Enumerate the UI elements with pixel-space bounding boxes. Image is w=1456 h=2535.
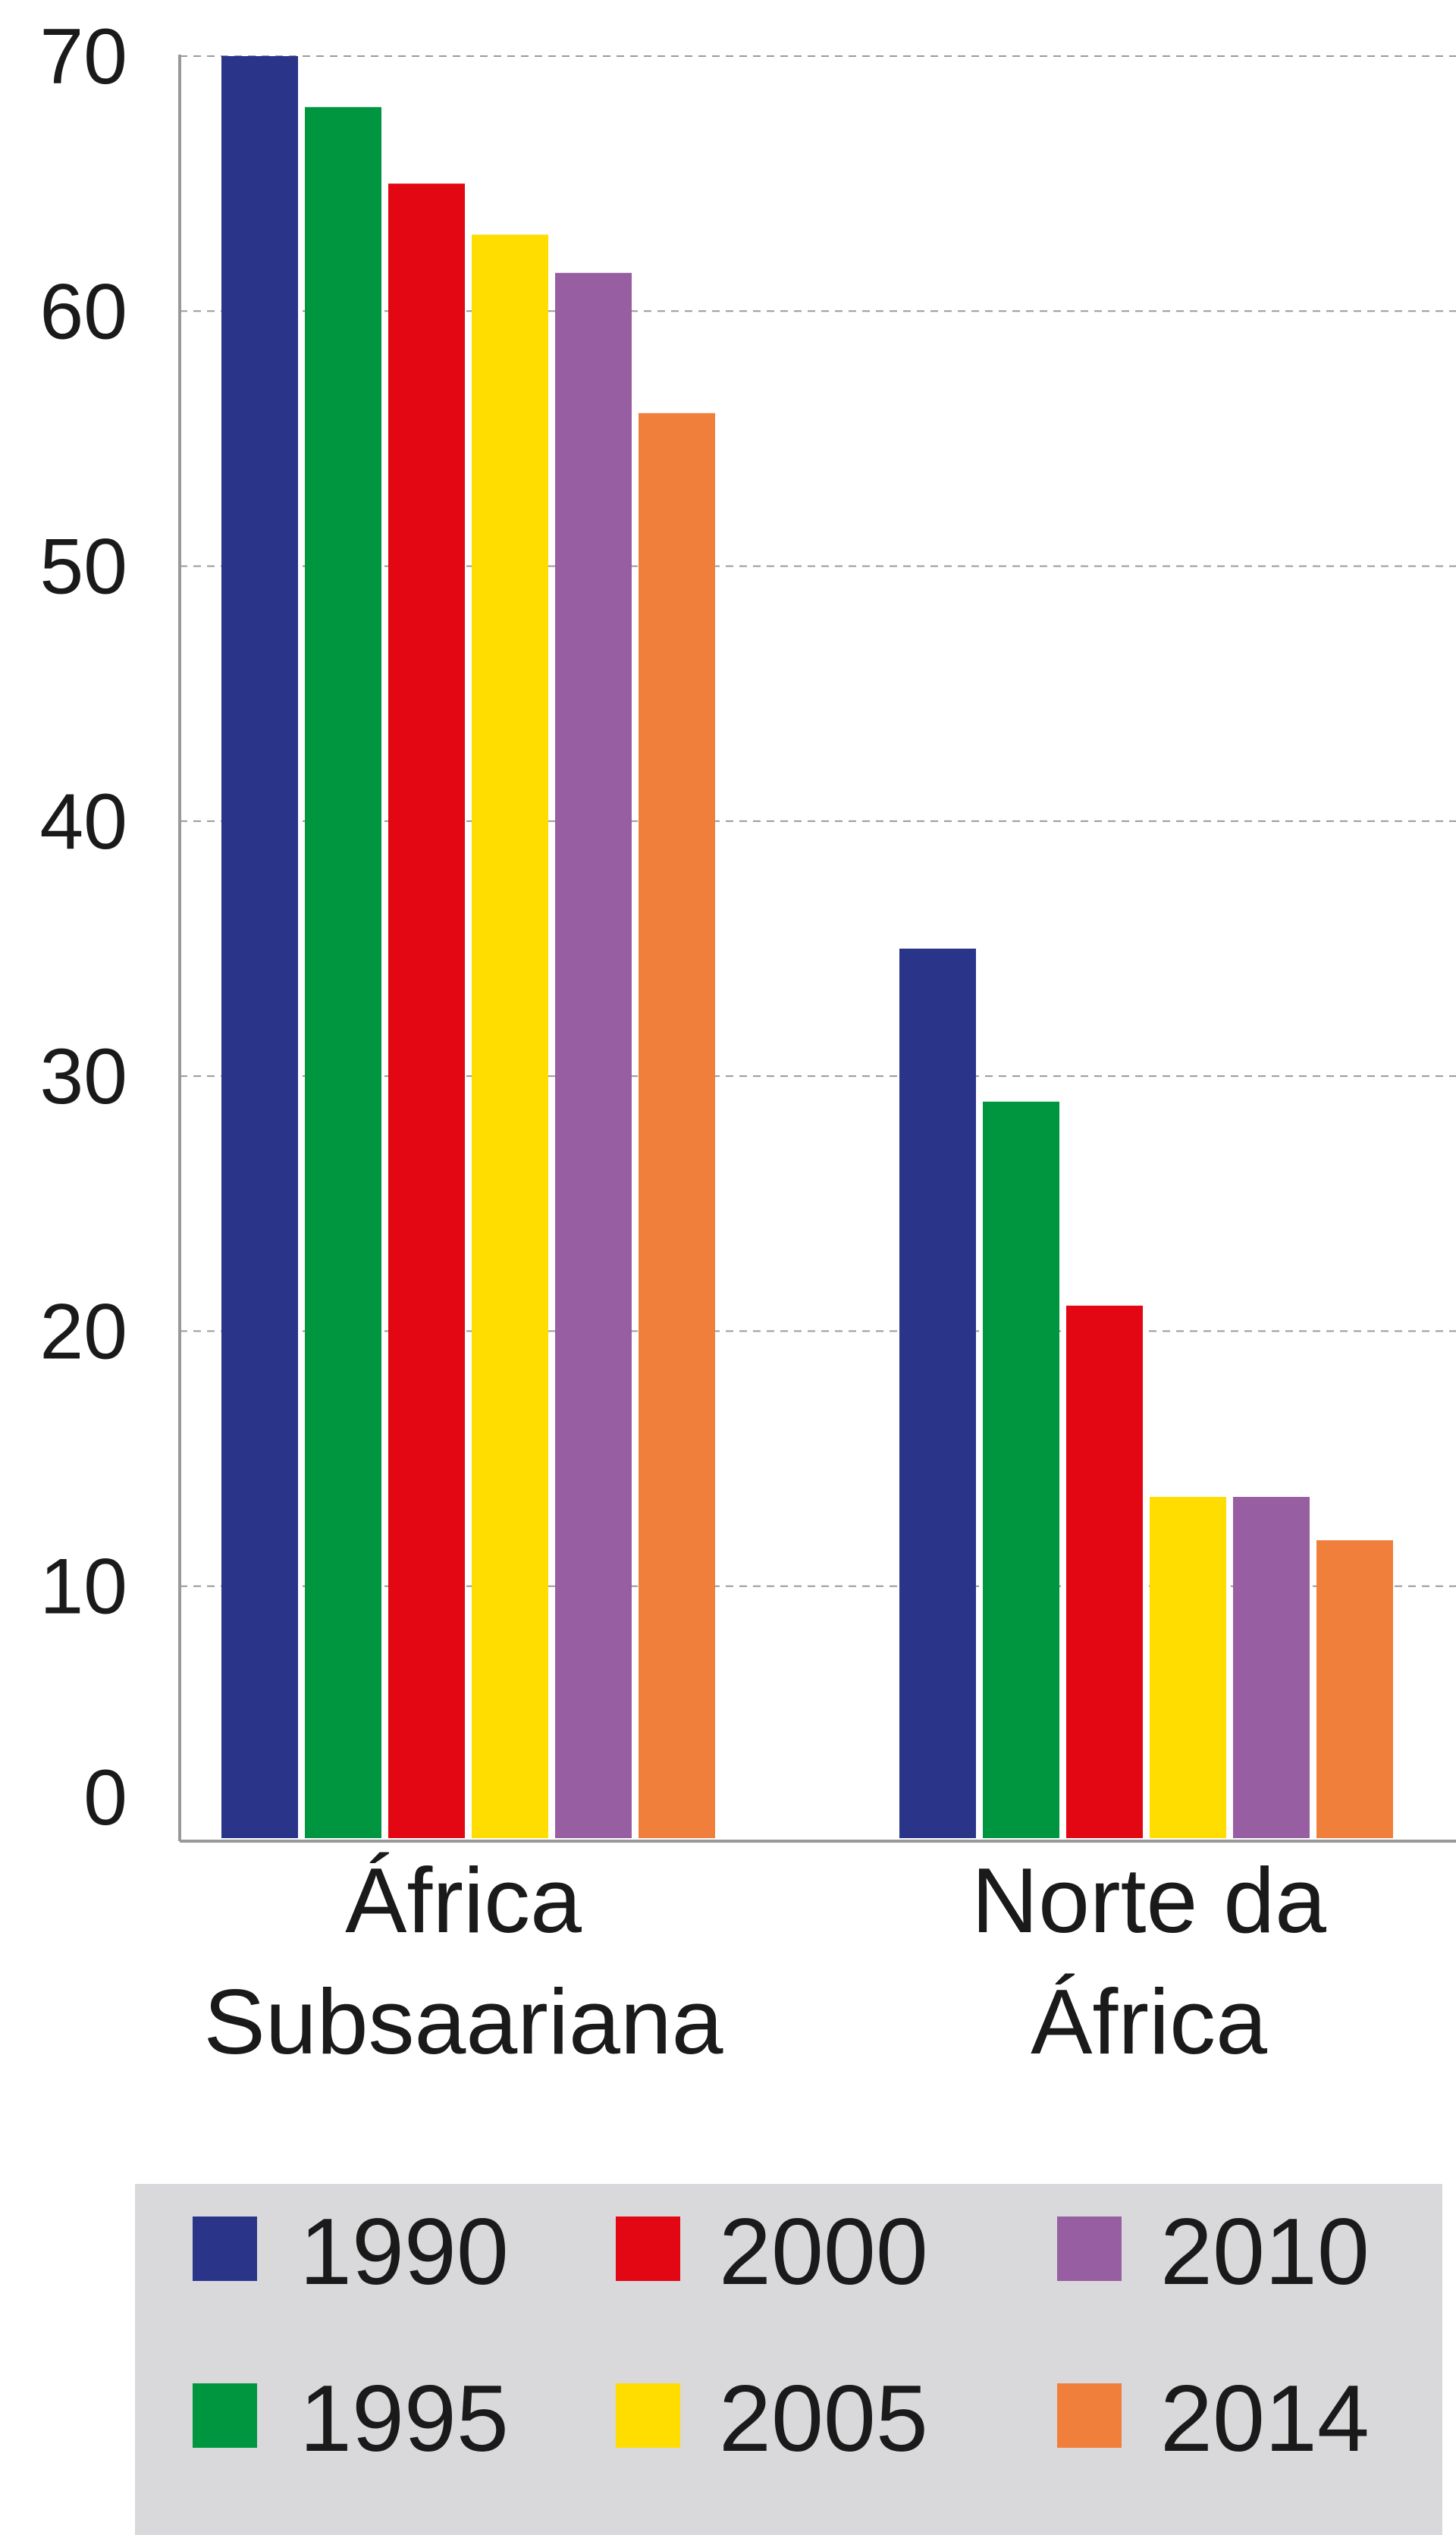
y-tick-label: 50 bbox=[39, 523, 127, 611]
bar-1990-cat0 bbox=[221, 56, 298, 1838]
category-label: África bbox=[1031, 1970, 1267, 2073]
y-axis-ticks: 0 10 20 30 40 50 60 70 bbox=[39, 13, 127, 1842]
legend-swatch-2014 bbox=[1057, 2383, 1122, 2448]
bar-2014-cat1 bbox=[1316, 1540, 1393, 1838]
bar-1995-cat0 bbox=[305, 107, 381, 1839]
legend-label-2000: 2000 bbox=[719, 2200, 928, 2304]
y-tick-label: 60 bbox=[39, 268, 127, 356]
bars bbox=[221, 56, 1393, 1839]
y-tick-label: 20 bbox=[39, 1288, 127, 1376]
category-label: África bbox=[345, 1849, 582, 1952]
y-tick-label: 0 bbox=[83, 1754, 127, 1842]
legend-swatch-2000 bbox=[616, 2217, 680, 2281]
legend-label-1995: 1995 bbox=[300, 2367, 509, 2471]
y-tick-label: 70 bbox=[39, 13, 127, 101]
legend: 1990 1995 2000 2005 2010 2014 bbox=[135, 2184, 1442, 2535]
bar-1995-cat1 bbox=[983, 1101, 1059, 1838]
legend-swatch-2010 bbox=[1057, 2217, 1122, 2281]
bar-2005-cat1 bbox=[1150, 1497, 1226, 1838]
legend-swatch-2005 bbox=[616, 2383, 680, 2448]
legend-swatch-1995 bbox=[193, 2383, 257, 2448]
legend-label-2010: 2010 bbox=[1160, 2200, 1370, 2304]
bar-2000-cat1 bbox=[1066, 1305, 1143, 1838]
bar-2005-cat0 bbox=[472, 234, 548, 1839]
category-label: Norte da bbox=[971, 1849, 1326, 1952]
bar-2010-cat1 bbox=[1233, 1497, 1310, 1838]
legend-label-1990: 1990 bbox=[300, 2200, 509, 2304]
legend-swatch-1990 bbox=[193, 2217, 257, 2281]
bar-1990-cat1 bbox=[899, 949, 976, 1838]
y-tick-label: 10 bbox=[39, 1543, 127, 1631]
bar-2014-cat0 bbox=[639, 413, 715, 1838]
category-labels: África Subsaariana Norte da África bbox=[203, 1849, 1326, 2073]
axes bbox=[178, 55, 1456, 1843]
bar-2010-cat0 bbox=[555, 272, 632, 1839]
category-label: Subsaariana bbox=[203, 1970, 723, 2073]
legend-label-2005: 2005 bbox=[719, 2367, 928, 2471]
bar-2000-cat0 bbox=[388, 184, 465, 1839]
y-tick-label: 40 bbox=[39, 778, 127, 866]
legend-background bbox=[135, 2184, 1442, 2535]
legend-label-2014: 2014 bbox=[1160, 2367, 1370, 2471]
y-tick-label: 30 bbox=[39, 1033, 127, 1121]
